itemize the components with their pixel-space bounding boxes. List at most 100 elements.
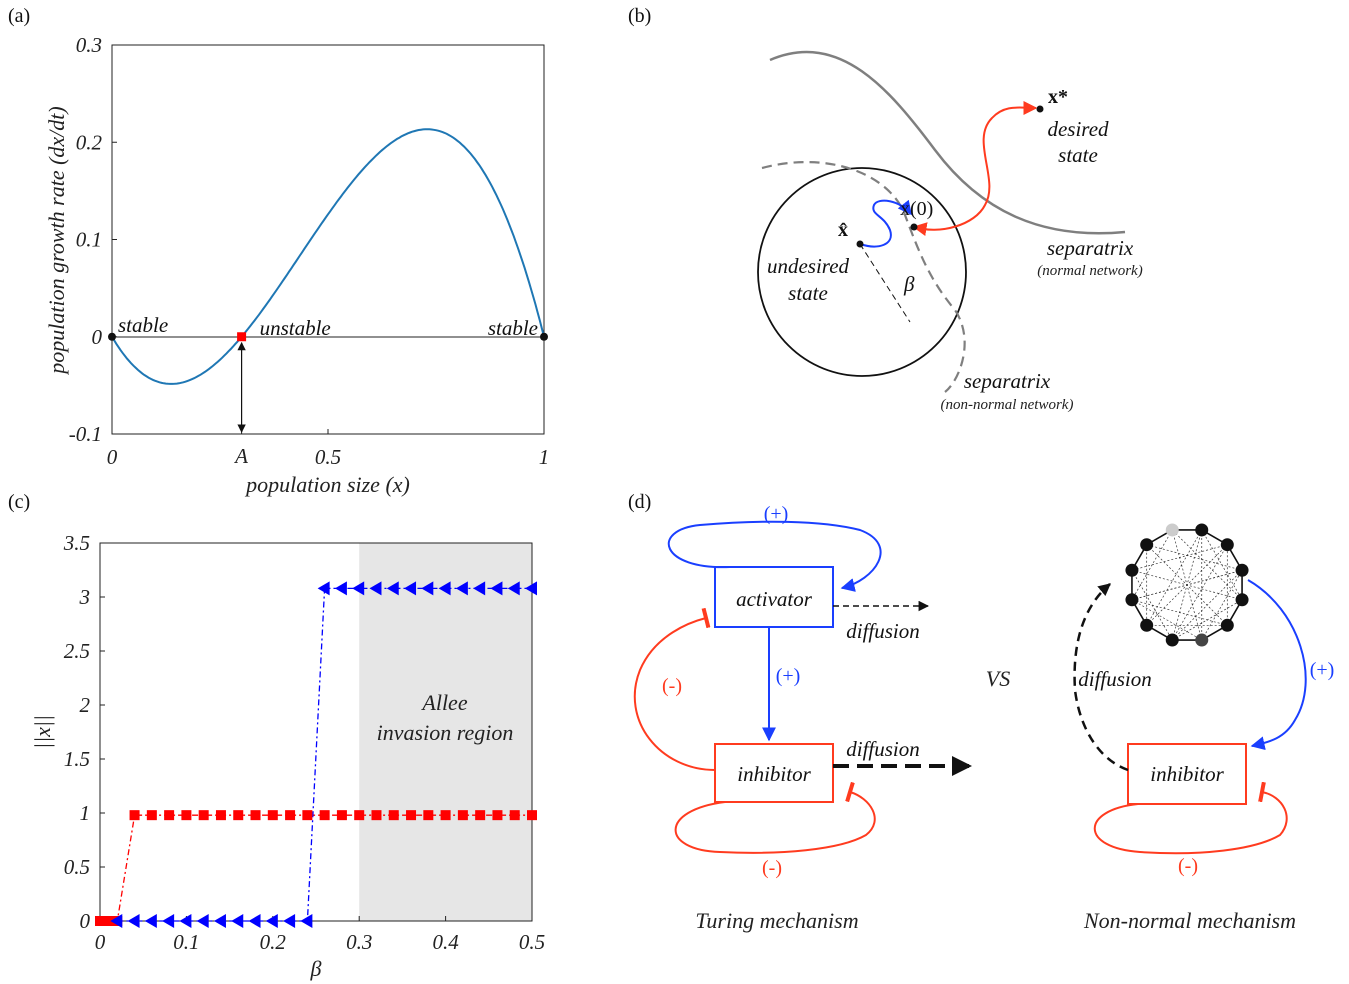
panel-c-blue-marker (438, 581, 451, 596)
panel-c-red-marker (440, 810, 451, 821)
beta-label: β (903, 272, 915, 296)
panel-c-red-marker (475, 810, 486, 821)
network-node (1195, 633, 1209, 647)
undesired-basin-circle (757, 167, 967, 377)
panel-c-blue-marker (179, 914, 192, 928)
panel-c-red-marker (388, 810, 399, 821)
panel-c-red-marker (423, 810, 434, 821)
separatrix-nonnormal-label-1: separatrix (964, 369, 1051, 393)
panel-c-red-marker (146, 810, 157, 821)
panel-c-ytick-label: 3 (79, 585, 91, 609)
panel-c-blue-markers (110, 581, 537, 928)
beta-radius-line (859, 243, 911, 323)
plus-right-label: (+) (1310, 659, 1335, 681)
panel-a-ytick-label: 0.1 (76, 228, 102, 252)
undesired-state-label-2: state (788, 281, 828, 305)
network-node (1220, 618, 1234, 632)
panel-c-ticks: 0 0.1 0.2 0.3 0.4 0.5 0 0.5 1 1.5 2 2.5 3 3.5 (63, 531, 545, 954)
separatrix-normal-label-1: separatrix (1047, 236, 1134, 260)
panel-a-xtick-label: 0.5 (315, 445, 341, 469)
inhibitor-right-label: inhibitor (1150, 762, 1224, 786)
panel-c-red-marker (302, 810, 313, 821)
separatrix-nonnormal-curve (761, 160, 966, 393)
network-edge (1171, 544, 1228, 641)
diffusion-label-3: diffusion (1078, 667, 1152, 691)
panel-c-blue-marker (525, 581, 537, 596)
network-node (1125, 593, 1139, 607)
panel-c-red-marker (319, 810, 330, 821)
minus-bottom-left-label: (-) (762, 857, 782, 879)
panel-c-chart: 0 0.1 0.2 0.3 0.4 0.5 0 0.5 1 1.5 2 2.5 3 3.5 Allee i… (30, 531, 545, 981)
panel-a-xlabel: population size (x) (244, 472, 410, 497)
panel-a-annotation-unstable: unstable (260, 316, 331, 340)
panel-c-xtick-label: 0.2 (260, 930, 287, 954)
network-node (1165, 523, 1179, 537)
panel-c-red-marker (103, 916, 114, 926)
panel-label-a: (a) (8, 5, 30, 27)
x-hat-label: x̂ (838, 219, 848, 241)
nonnormal-mechanism-label: Non-normal mechanism (1083, 908, 1296, 933)
desired-state-label-1: desired (1047, 117, 1109, 141)
panel-c-red-marker (371, 810, 382, 821)
panel-c-red-marker (129, 810, 140, 821)
panel-c-red-marker (354, 810, 365, 821)
panel-c-blue-marker (507, 581, 520, 596)
panel-c-xtick-label: 0.4 (432, 930, 459, 954)
panel-c-ytick-label: 2 (80, 693, 91, 717)
network-edge (1201, 529, 1243, 601)
inhibitor-left-box (714, 743, 834, 803)
panel-c-blue-marker (404, 581, 417, 596)
panel-c-blue-marker (334, 581, 347, 596)
panel-c-red-marker (527, 810, 537, 821)
separatrix-nonnormal-label-2: (non-normal network) (941, 397, 1074, 413)
network-node (1235, 593, 1249, 607)
network-node (1165, 633, 1179, 647)
panel-d-diagram: activator inhibitor (+) (+) (-) (-) diff… (633, 503, 1335, 933)
panel-a-xtick-label: A (233, 444, 248, 468)
inhibitor-right-box (1127, 743, 1247, 805)
panel-c-blue-marker (265, 914, 278, 928)
undesired-state-label-1: undesired (767, 254, 850, 278)
panel-c-blue-marker (386, 581, 399, 596)
network-edge (1171, 569, 1243, 641)
panel-a-xtick-label: 0 (107, 445, 118, 469)
minus-left-label: (-) (662, 675, 682, 697)
network-edge (1146, 529, 1203, 626)
panel-c-blue-marker (369, 581, 382, 596)
plus-top-label: (+) (764, 503, 789, 525)
diffusion-label-1: diffusion (846, 619, 920, 643)
inhibitor-to-network-diffusion (1073, 583, 1129, 772)
panel-c-red-marker (267, 810, 278, 821)
desired-state-label-2: state (1058, 143, 1098, 167)
panel-a-annotation-stable-left: stable (118, 313, 168, 337)
panel-a-ytick-label: -0.1 (69, 422, 102, 446)
panel-c-blue-marker (317, 581, 330, 596)
panel-c-blue-marker (231, 914, 244, 928)
panel-c-blue-marker (455, 581, 468, 596)
undesired-state-point (856, 240, 864, 248)
inhibitor-to-activator-link (633, 607, 716, 771)
panel-c-blue-marker (162, 914, 175, 928)
panel-c-xtick-label: 0 (95, 930, 106, 954)
panel-a-ylabel: population growth rate (dx/dt) (44, 106, 69, 375)
panel-label-b: (b) (628, 5, 651, 27)
panel-c-blue-marker (213, 914, 226, 928)
network-edge (1201, 569, 1243, 641)
panel-a-annotation-stable-right: stable (488, 316, 538, 340)
panel-c-ytick-label: 0.5 (64, 855, 90, 879)
x-star-label: x* (1048, 86, 1068, 108)
diffusion-label-2: diffusion (846, 737, 920, 761)
panel-label-d: (d) (628, 491, 651, 513)
panel-c-red-marker (95, 916, 105, 926)
panel-a-axes-box (111, 44, 545, 435)
panel-c-red-marker (250, 810, 261, 821)
panel-c-red-marker (406, 810, 417, 821)
panel-c-xlabel: β (310, 956, 322, 981)
panel-a-stable-point-1 (540, 332, 548, 341)
panel-c-blue-marker (144, 914, 157, 928)
desired-state-point (1036, 105, 1044, 113)
panel-a-xtick-label: 1 (539, 445, 550, 469)
panel-c-red-marker (285, 810, 296, 821)
panel-c-red-marker (164, 810, 175, 821)
